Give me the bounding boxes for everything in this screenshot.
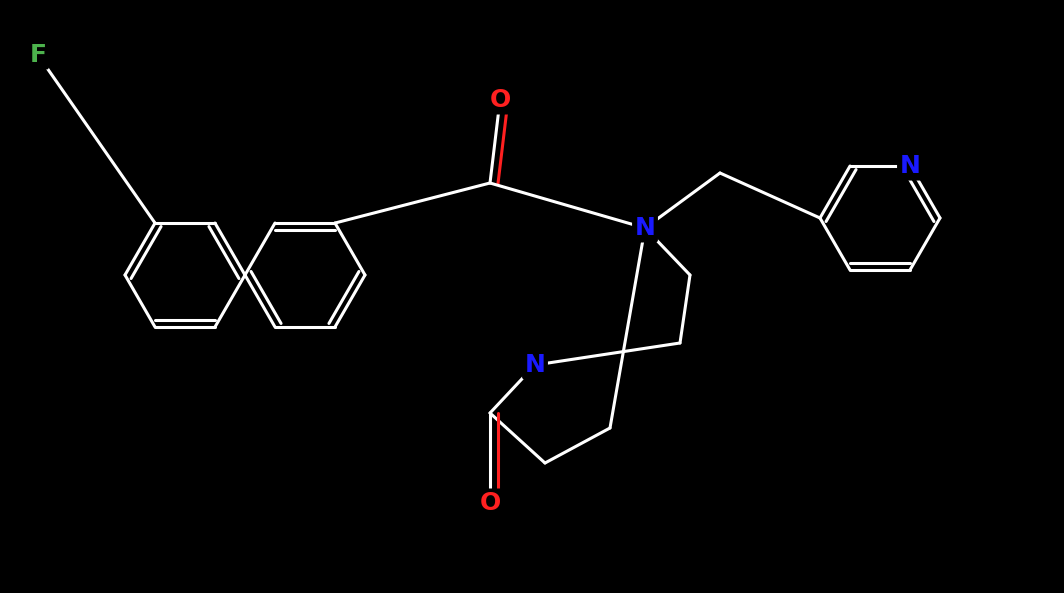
Text: O: O: [489, 88, 511, 112]
Text: N: N: [525, 353, 546, 377]
Text: F: F: [30, 43, 47, 67]
Text: N: N: [899, 154, 920, 178]
Text: N: N: [634, 216, 655, 240]
Text: O: O: [480, 491, 501, 515]
